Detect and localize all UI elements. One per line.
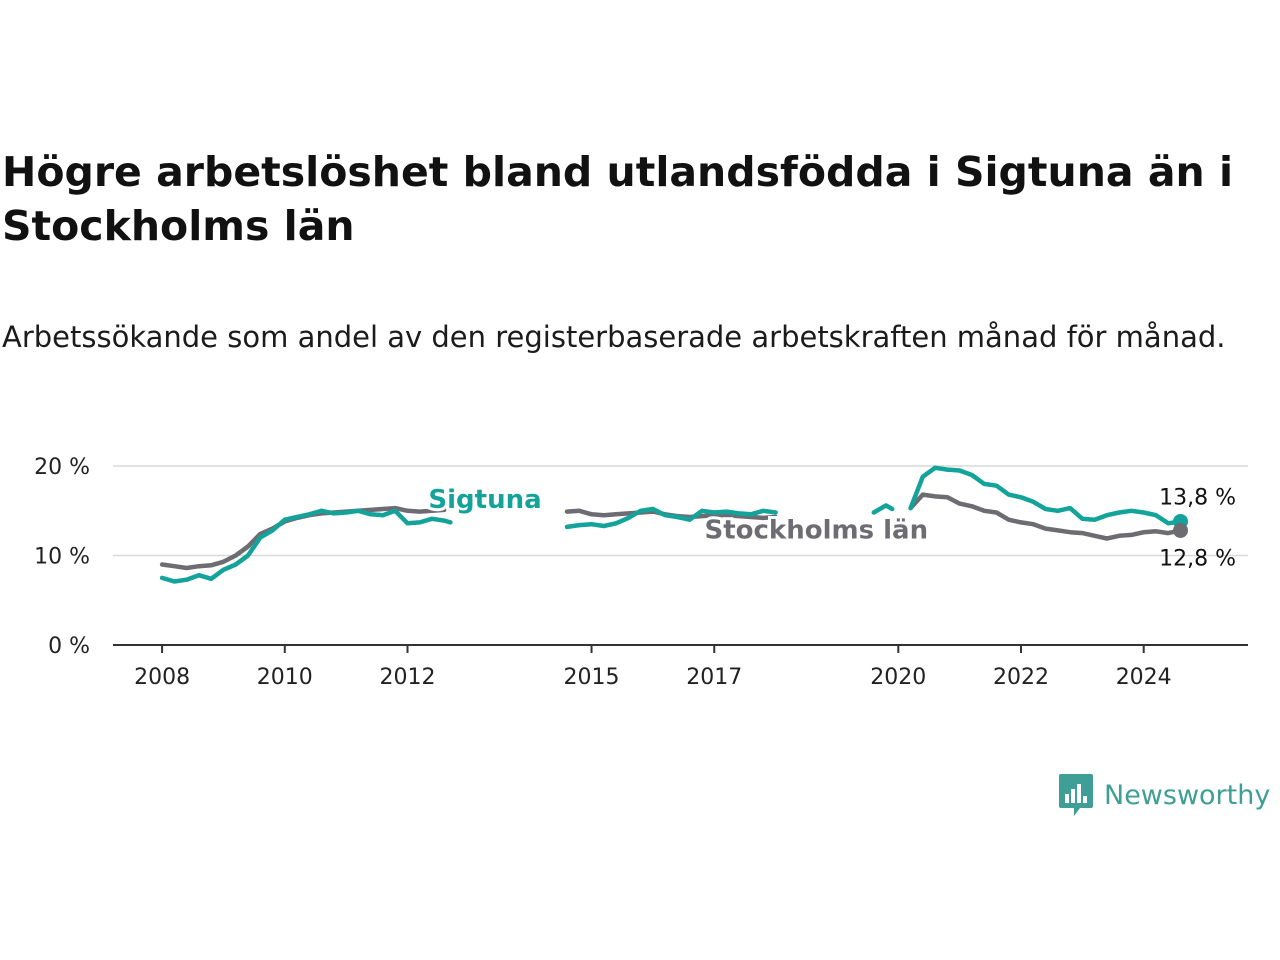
brand-name: Newsworthy <box>1104 779 1271 811</box>
chart-subtitle: Arbetssökande som andel av den registerb… <box>2 320 1226 354</box>
x-tick-label: 2020 <box>870 665 926 690</box>
page-title: Högre arbetslöshet bland utlandsfödda i … <box>2 148 1234 250</box>
x-tick-label: 2017 <box>686 665 742 690</box>
line-chart: 0 % 10 % 20 % 2008 2010 2012 2015 2017 2020 2022… <box>34 455 1248 690</box>
y-tick-label: 0 % <box>48 634 90 659</box>
x-tick-label: 2022 <box>993 665 1049 690</box>
gridlines <box>113 465 1248 557</box>
y-tick-label: 10 % <box>34 545 90 570</box>
series-label: Stockholms län <box>705 515 929 545</box>
series-line-sigtuna <box>871 503 895 515</box>
series-label: Sigtuna <box>428 485 541 515</box>
end-marker <box>1173 522 1189 538</box>
x-tick-label: 2024 <box>1116 665 1172 690</box>
newsworthy-logo-icon <box>1059 774 1093 816</box>
x-tick-label: 2012 <box>379 665 435 690</box>
series-line-sigtuna <box>159 508 453 584</box>
series-line-sigtuna <box>908 465 1183 526</box>
x-tick-label: 2008 <box>134 665 190 690</box>
x-tick-label: 2015 <box>564 665 620 690</box>
x-tick-label: 2010 <box>257 665 313 690</box>
series-lines <box>159 465 1183 584</box>
y-axis-ticks: 0 % 10 % 20 % <box>34 455 90 659</box>
y-tick-label: 20 % <box>34 455 90 480</box>
series-labels: Sigtuna Stockholms län <box>425 482 931 548</box>
newsworthy-brand: Newsworthy <box>1058 772 1270 818</box>
end-markers: 13,8 % 12,8 % <box>1159 485 1236 571</box>
series-line-stockholms-l-n <box>908 492 1183 541</box>
end-value-label: 12,8 % <box>1159 546 1236 571</box>
end-value-label: 13,8 % <box>1159 485 1236 510</box>
x-axis: 2008 2010 2012 2015 2017 2020 2022 2024 <box>113 644 1248 690</box>
series-line-sigtuna <box>564 506 778 530</box>
